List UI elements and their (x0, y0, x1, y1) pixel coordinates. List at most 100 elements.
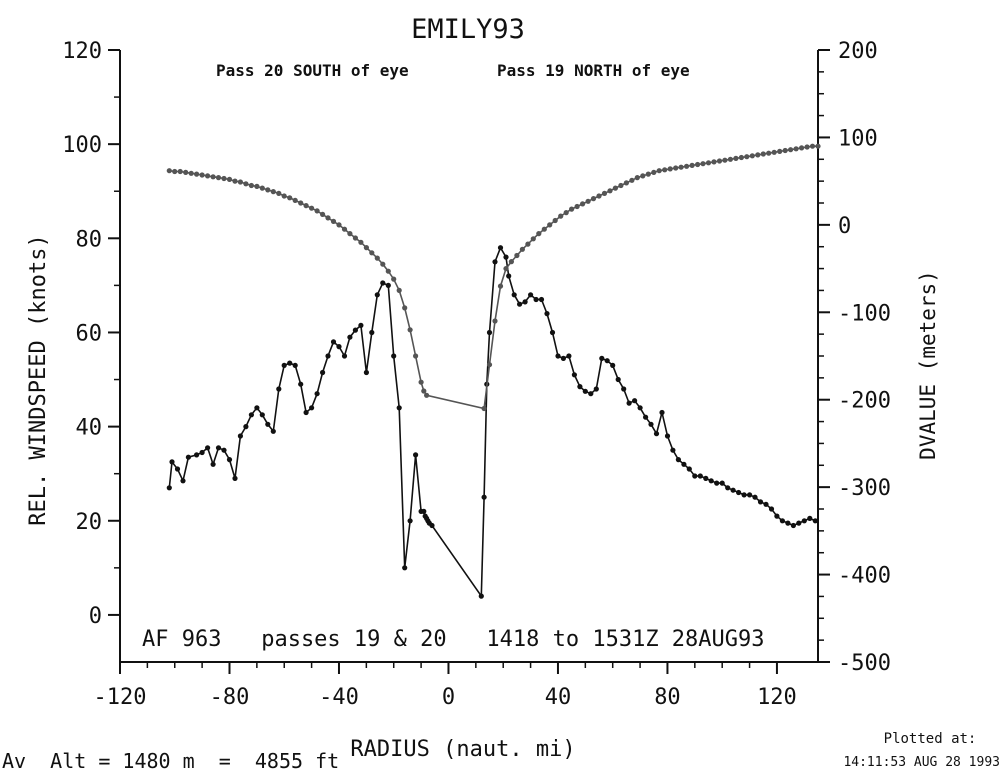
series-right-point (363, 245, 369, 251)
series-right-point (508, 259, 514, 265)
series-right-point (684, 163, 690, 169)
series-right-point (799, 145, 805, 151)
series-left-point (736, 489, 742, 496)
series-left-point (303, 409, 309, 416)
series-right-point (514, 252, 520, 259)
series-left-point (205, 445, 211, 451)
series-left-point (314, 391, 320, 397)
series-left-point (730, 487, 736, 493)
x-tick-label: -40 (319, 685, 359, 710)
series-left-point (533, 296, 539, 303)
series-left-point (254, 405, 260, 411)
series-left-point (210, 461, 216, 467)
series-left-point (511, 292, 517, 298)
series-right-point (402, 305, 408, 311)
series-left-point (281, 362, 287, 368)
series-left-point (174, 466, 181, 472)
series-right-point (755, 152, 761, 158)
series-left-point (325, 353, 331, 359)
series-right-point (243, 181, 249, 187)
series-left-point (599, 355, 605, 361)
series-left-point (681, 461, 687, 467)
series-right-point (194, 171, 200, 177)
series-left-point (287, 360, 293, 366)
series-left-point (588, 391, 594, 397)
series-right-point (281, 193, 287, 199)
series-right-point (298, 200, 304, 206)
series-left-point (626, 400, 632, 406)
series-left-point (166, 485, 172, 491)
series-right-point (292, 197, 298, 203)
series-left-point (538, 296, 545, 303)
series-left-point (374, 292, 380, 298)
series-left-point (648, 421, 654, 427)
series-left-point (492, 259, 498, 265)
y-right-tick-label: 200 (838, 39, 878, 64)
series-left-point (593, 386, 599, 392)
series-left-point (577, 384, 583, 390)
series-left-point (560, 355, 567, 361)
series-left-point (180, 478, 186, 484)
series-right-point (727, 156, 734, 162)
series-right-point (287, 195, 293, 201)
series-right-point (673, 165, 679, 171)
series-left-point (768, 506, 775, 512)
y-right-tick-label: -100 (838, 301, 891, 326)
series-right-point (259, 185, 265, 191)
series-right-point (536, 231, 542, 237)
series-right-point (815, 143, 821, 149)
y-right-tick-label: -400 (838, 564, 891, 589)
x-tick-label: 80 (654, 685, 681, 710)
series-right-point (569, 206, 575, 212)
series-left-point (265, 421, 271, 427)
series-right-point (552, 217, 558, 224)
y-left-tick-label: 60 (76, 321, 103, 346)
y-left-tick-label: 100 (62, 133, 102, 158)
y-left-tick-label: 80 (76, 227, 103, 252)
series-left-point (391, 353, 397, 359)
series-right-point (777, 148, 783, 154)
series-left-point (571, 372, 578, 378)
series-left-point (528, 292, 534, 298)
series-left-point (380, 280, 386, 286)
series-left-point (413, 452, 419, 458)
y-left-tick-label: 40 (76, 416, 103, 441)
series-right-point (347, 231, 353, 237)
series-right-point (391, 276, 397, 282)
series-right-point (640, 173, 646, 179)
series-left-point (276, 386, 282, 392)
series-right-point (590, 196, 597, 202)
series-right-point (341, 226, 348, 232)
series-right-point (183, 169, 189, 175)
series-left-point (752, 494, 758, 500)
series-right-point (270, 189, 276, 195)
series-left-point (237, 433, 243, 439)
series-right-point (254, 183, 260, 189)
series-left-point (221, 447, 227, 453)
series-right-point (248, 182, 254, 189)
series-left-point (298, 381, 304, 387)
y-right-tick-label: -200 (838, 389, 891, 414)
series-right-point (232, 178, 238, 184)
series-left-point (506, 273, 512, 279)
series-left-point (719, 480, 725, 486)
y-right-tick-label: -500 (838, 651, 891, 676)
series-right-point (374, 255, 380, 261)
plotted-at-label: Plotted at: (884, 731, 977, 747)
series-left-point (637, 405, 643, 411)
series-left-point (481, 494, 487, 500)
series-left-point (270, 428, 276, 434)
series-left-point (497, 245, 504, 251)
series-right-point (580, 201, 586, 207)
series-left-point (347, 334, 353, 340)
series-right-point (766, 150, 772, 156)
series-right-point (481, 405, 487, 412)
y-right-tick-label: 100 (838, 126, 878, 151)
series-right-point (492, 318, 498, 324)
series-left-point (259, 412, 265, 418)
series-right-point (421, 388, 427, 394)
series-right-point (519, 246, 526, 252)
series-right-point (744, 154, 750, 160)
series-right-point (221, 175, 227, 182)
series-right-point (413, 353, 419, 359)
